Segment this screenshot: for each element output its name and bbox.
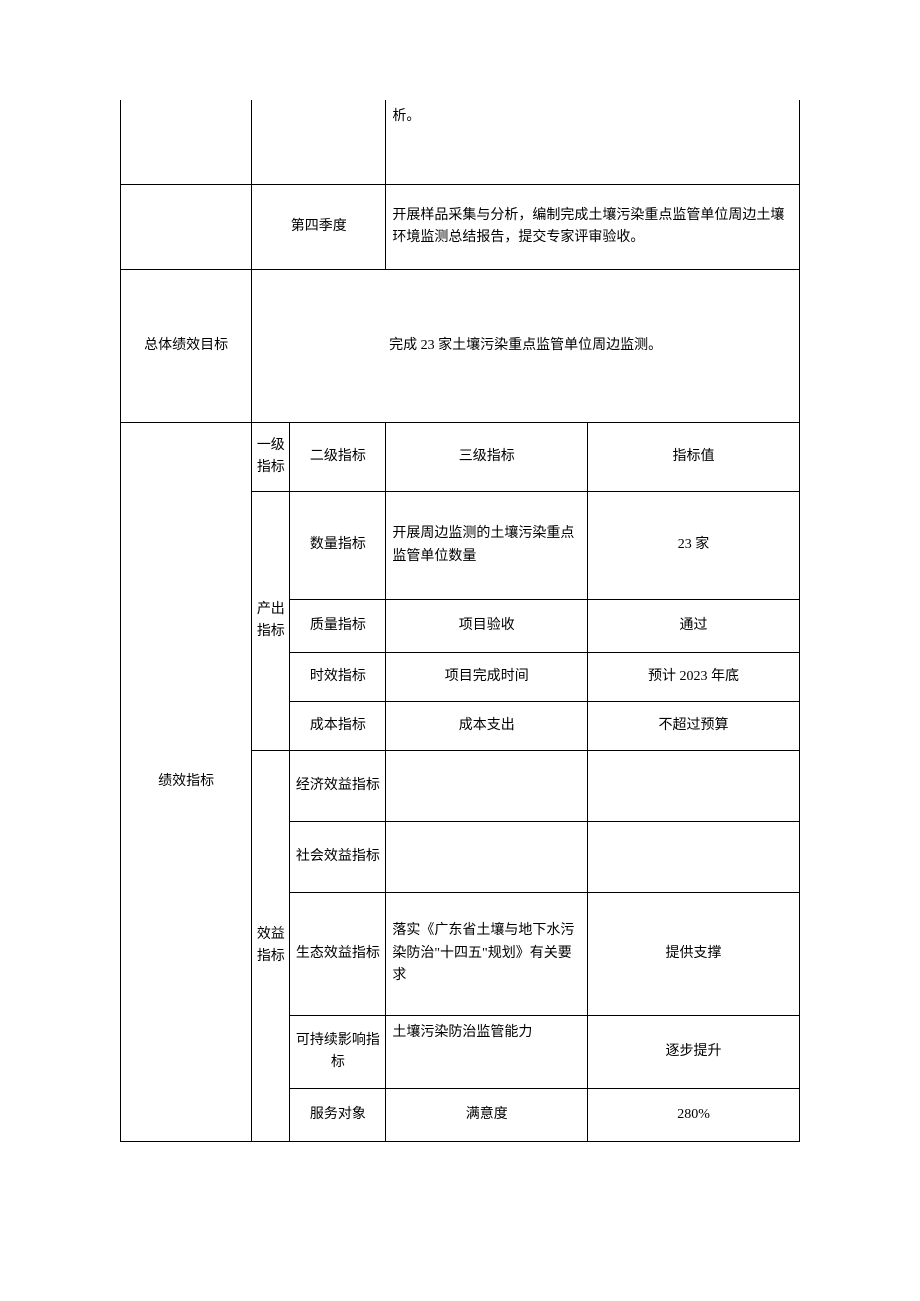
cell-eco-l3: 落实《广东省土壤与地下水污染防治"十四五"规划》有关要求 — [386, 893, 588, 1016]
cell-cost-l2: 成本指标 — [290, 702, 386, 751]
cell-xi: 析。 — [386, 100, 800, 185]
cell-svc-l2: 服务对象 — [290, 1089, 386, 1142]
cell-econ-val — [588, 751, 800, 822]
cell-l3-header: 三级指标 — [386, 423, 588, 492]
cell-econ-l3 — [386, 751, 588, 822]
cell-soc-val — [588, 822, 800, 893]
cell-econ-l2: 经济效益指标 — [290, 751, 386, 822]
cell-soc-l3 — [386, 822, 588, 893]
cell-overall-goal-label: 总体绩效目标 — [121, 270, 252, 423]
cell-benefit-group: 效益指标 — [252, 751, 290, 1142]
cell-sust-l2: 可持续影响指标 — [290, 1016, 386, 1089]
cell-qual-l3: 项目验收 — [386, 600, 588, 653]
row-overall-goal: 总体绩效目标 完成 23 家土壤污染重点监管单位周边监测。 — [121, 270, 800, 423]
cell-blank-quarter — [252, 100, 386, 185]
cell-time-val: 预计 2023 年底 — [588, 653, 800, 702]
cell-qty-l3: 开展周边监测的土壤污染重点监管单位数量 — [386, 492, 588, 600]
cell-cost-val: 不超过预算 — [588, 702, 800, 751]
cell-sust-l3: 土壤污染防治监管能力 — [386, 1016, 588, 1089]
cell-sust-val: 逐步提升 — [588, 1016, 800, 1089]
cell-eco-val: 提供支撑 — [588, 893, 800, 1016]
cell-qty-val: 23 家 — [588, 492, 800, 600]
cell-overall-goal-text: 完成 23 家土壤污染重点监管单位周边监测。 — [252, 270, 800, 423]
row-q4: 第四季度 开展样品采集与分析，编制完成土壤污染重点监管单位周边土壤环境监测总结报… — [121, 185, 800, 270]
cell-output-group: 产出指标 — [252, 492, 290, 751]
cell-svc-l3: 满意度 — [386, 1089, 588, 1142]
cell-time-l2: 时效指标 — [290, 653, 386, 702]
cell-qual-l2: 质量指标 — [290, 600, 386, 653]
cell-svc-val: 280% — [588, 1089, 800, 1142]
cell-val-header: 指标值 — [588, 423, 800, 492]
cell-l1-header: 一级指标 — [252, 423, 290, 492]
performance-table: 析。 第四季度 开展样品采集与分析，编制完成土壤污染重点监管单位周边土壤环境监测… — [120, 100, 800, 1142]
cell-blank-left — [121, 100, 252, 185]
cell-qual-val: 通过 — [588, 600, 800, 653]
cell-perf-indicator-label: 绩效指标 — [121, 423, 252, 1142]
cell-soc-l2: 社会效益指标 — [290, 822, 386, 893]
cell-q4-label: 第四季度 — [252, 185, 386, 270]
cell-q4-left-blank — [121, 185, 252, 270]
row-indicator-header: 绩效指标 一级指标 二级指标 三级指标 指标值 — [121, 423, 800, 492]
cell-time-l3: 项目完成时间 — [386, 653, 588, 702]
cell-l2-header: 二级指标 — [290, 423, 386, 492]
cell-cost-l3: 成本支出 — [386, 702, 588, 751]
row-continuation: 析。 — [121, 100, 800, 185]
cell-q4-text: 开展样品采集与分析，编制完成土壤污染重点监管单位周边土壤环境监测总结报告，提交专… — [386, 185, 800, 270]
cell-qty-l2: 数量指标 — [290, 492, 386, 600]
cell-eco-l2: 生态效益指标 — [290, 893, 386, 1016]
